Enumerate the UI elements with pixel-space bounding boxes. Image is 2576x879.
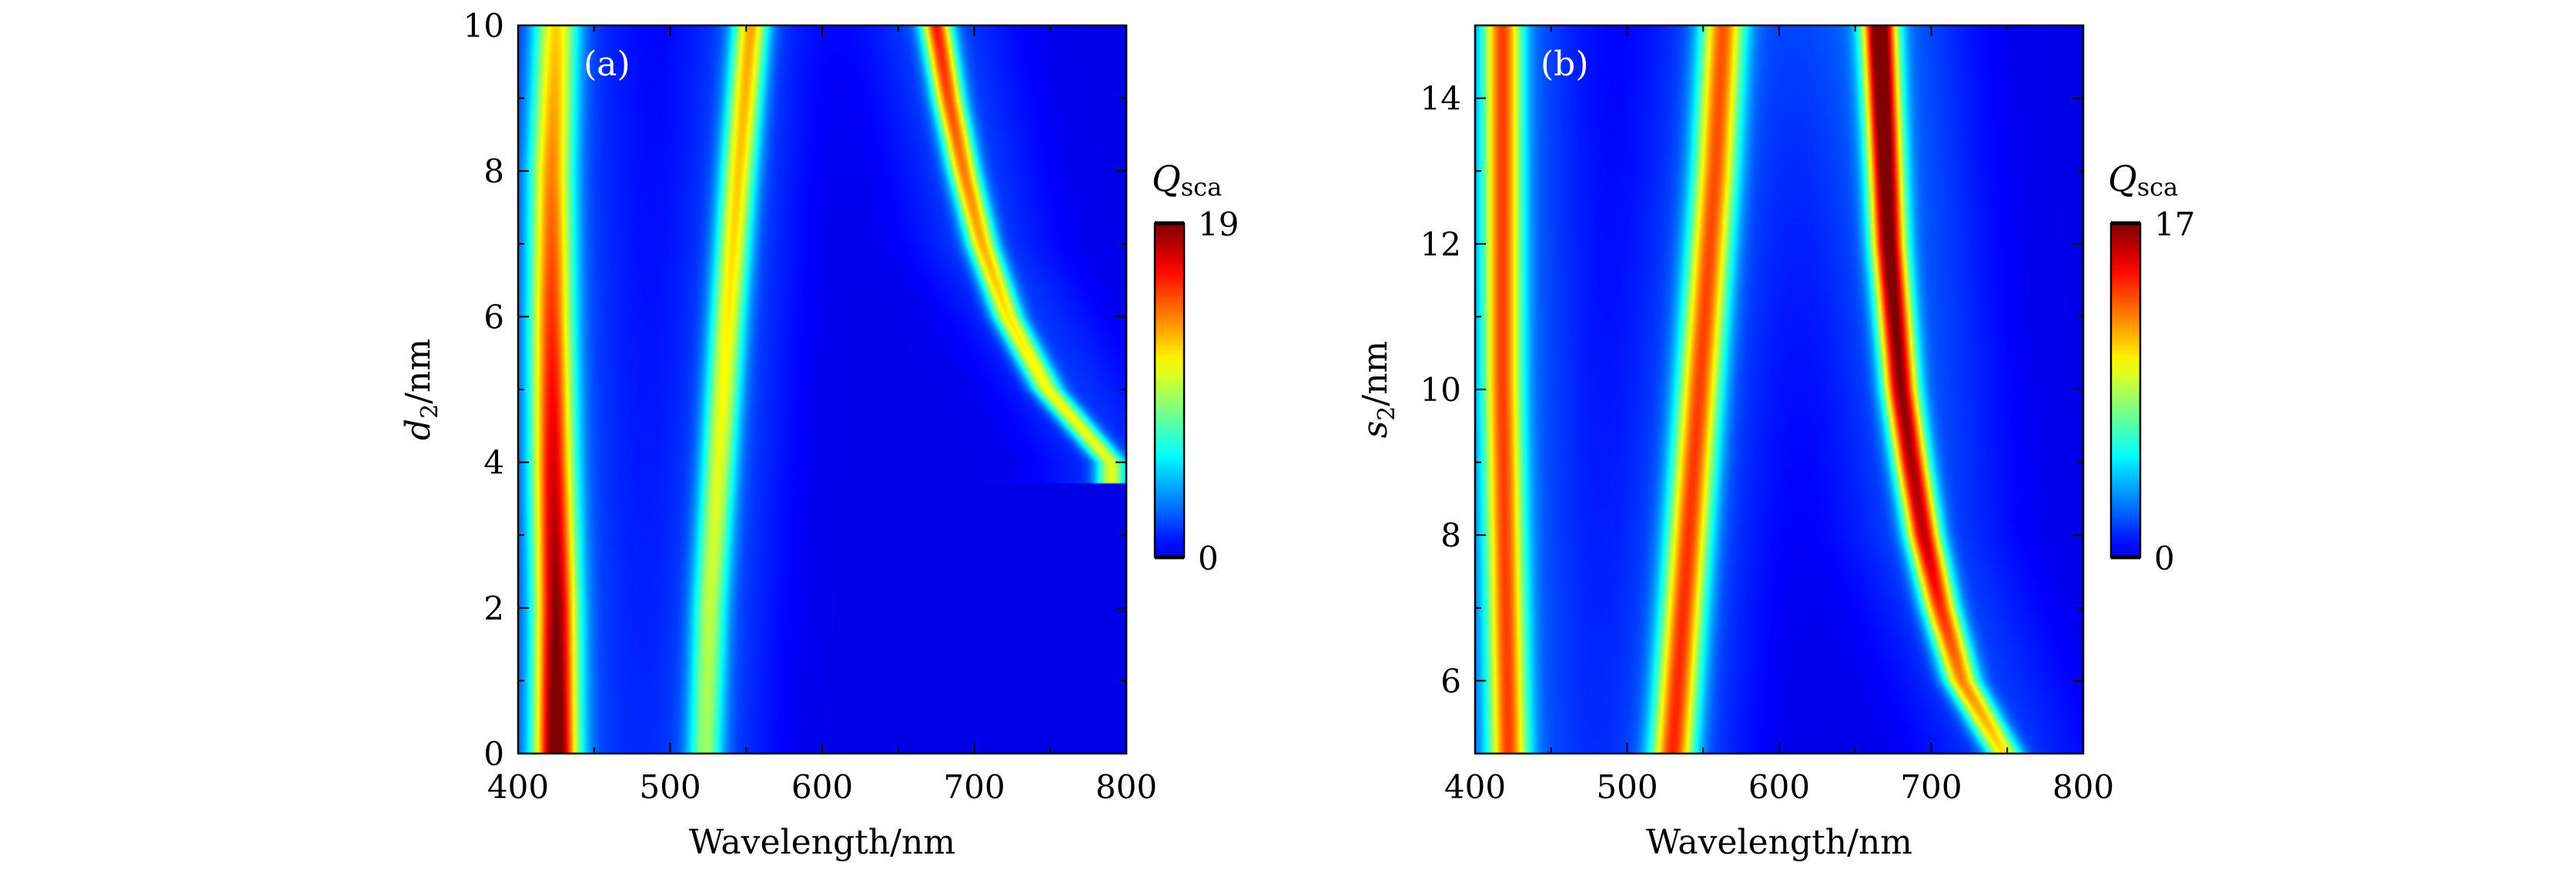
y-axis-label: s2/nm [1356,341,1400,439]
colorbar-min-label: 0 [2154,540,2175,577]
y-tick-label: 4 [483,444,504,482]
colorbar [2109,222,2142,559]
x-tick-label: 500 [639,768,701,806]
y-tick-label: 8 [483,152,504,190]
x-tick-label: 600 [791,768,853,806]
colorbar-min-label: 0 [1198,540,1219,577]
x-axis-label: Wavelength/nm [1646,823,1912,862]
colorbar-max-label: 17 [2154,206,2195,243]
y-tick-label: 6 [483,298,504,336]
colorbar [1153,222,1186,559]
y-tick-label: 2 [483,590,504,627]
heatmap-image [518,25,1126,754]
x-tick-label: 800 [1096,768,1157,806]
x-tick-label: 800 [2052,768,2114,806]
x-tick-label: 700 [1900,768,1962,806]
y-tick-label: 6 [1440,662,1461,700]
y-tick-label: 8 [1440,516,1461,554]
y-axis-label: d2/nm [399,339,443,440]
y-tick-label: 14 [1420,80,1461,118]
x-tick-label: 400 [1444,768,1506,806]
y-tick-label: 10 [463,7,504,45]
x-tick-label: 700 [943,768,1005,806]
panel-b: 400 500 600 700 800 6 8 10 12 14 (b) Wavelength/nm s… [1356,24,2195,862]
x-axis-label: Wavelength/nm [689,823,955,862]
panel-label: (b) [1541,45,1589,84]
x-tick-label: 400 [487,768,549,806]
x-tick-label: 600 [1748,768,1810,806]
panel-label: (a) [584,45,631,84]
colorbar-title: Qsca [1152,158,1222,202]
y-tick-label: 0 [483,735,504,773]
heatmap-image [1475,25,2083,754]
x-tick-label: 500 [1596,768,1658,806]
y-tick-label: 10 [1420,371,1461,409]
y-tick-label: 12 [1420,226,1461,263]
colorbar-title: Qsca [2108,158,2178,202]
colorbar-max-label: 19 [1198,206,1239,243]
panel-a: 400 500 600 700 800 0 2 4 6 8 10 (a) Wavelength/nm d2… [399,7,1239,862]
